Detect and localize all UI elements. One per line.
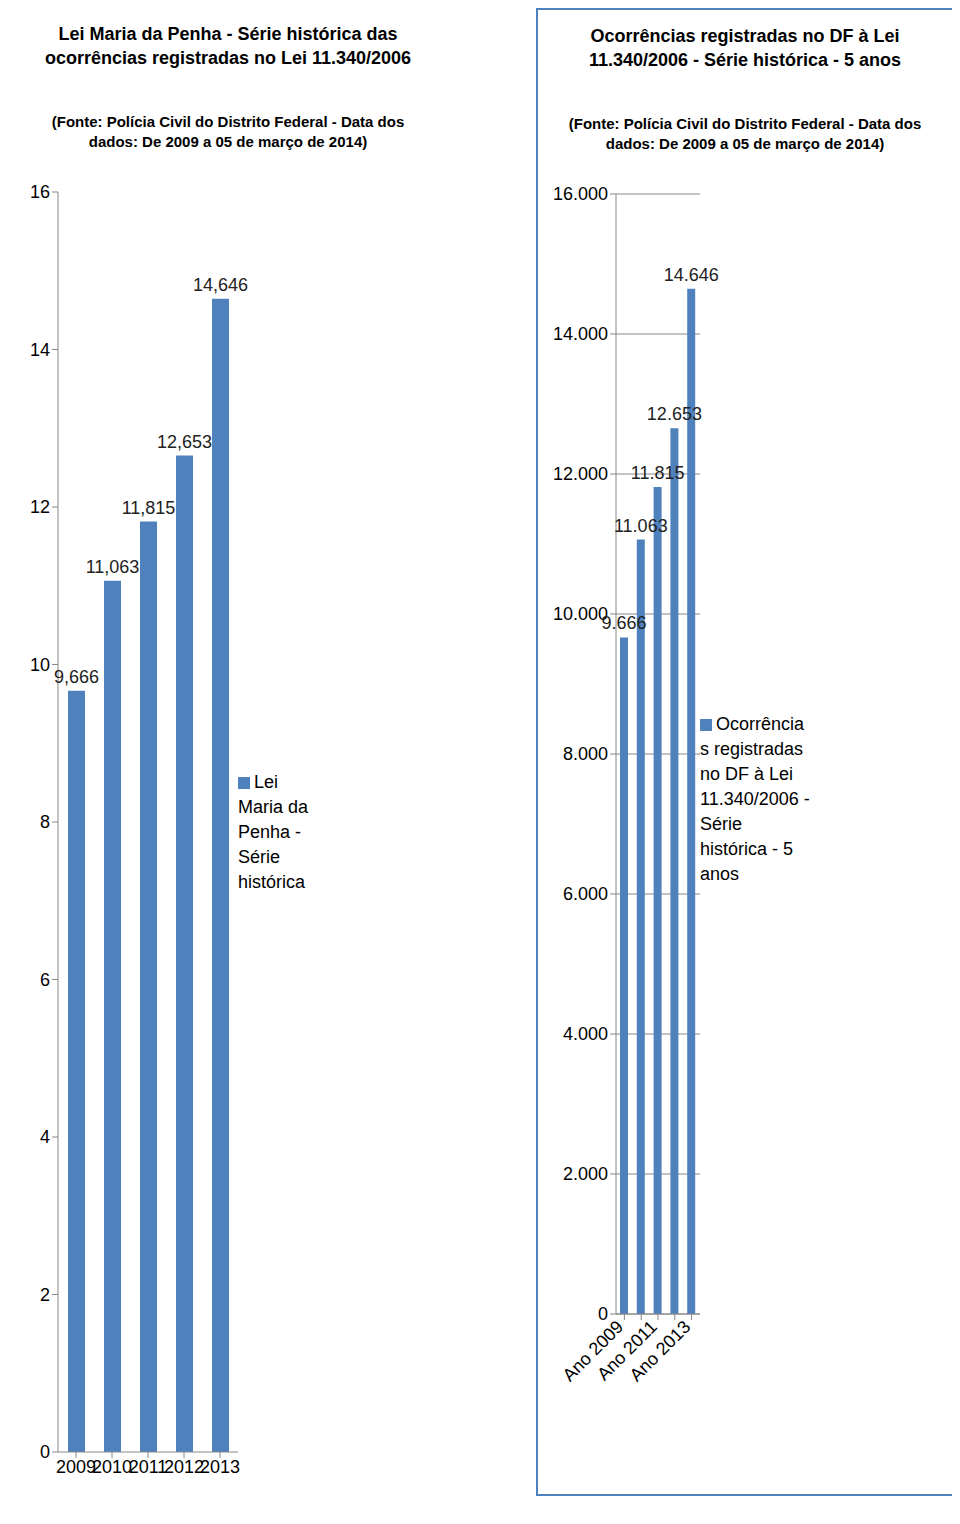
svg-text:0: 0 [40,1442,50,1462]
svg-text:11,815: 11,815 [122,498,176,518]
svg-text:6.000: 6.000 [563,884,608,904]
svg-text:9.666: 9.666 [601,613,646,633]
svg-text:11,063: 11,063 [86,557,140,577]
svg-text:14.000: 14.000 [553,324,608,344]
svg-text:2010: 2010 [92,1457,132,1477]
svg-text:2: 2 [40,1285,50,1305]
svg-text:2011: 2011 [129,1457,168,1477]
svg-text:4.000: 4.000 [563,1024,608,1044]
svg-text:14.646: 14.646 [664,265,719,285]
svg-text:2.000: 2.000 [563,1164,608,1184]
svg-text:2013: 2013 [200,1457,240,1477]
svg-text:10: 10 [30,655,50,675]
svg-text:16: 16 [30,182,50,202]
svg-text:12: 12 [30,497,50,517]
html-text:(Fonte: Polícia Civil do Distr: (Fonte: Polícia Civil do Distrito Federa… [568,115,922,152]
html-text:Lei Maria da Penha - Série his: Lei Maria da Penha - Série histórica das… [44,24,412,68]
svg-text:6: 6 [40,970,50,990]
svg-text:Ano 2013: Ano 2013 [626,1317,695,1386]
svg-text:4: 4 [40,1127,50,1147]
html-text:Lei Maria da Penha - Série his: Lei Maria da Penha - Série histórica [238,771,308,892]
svg-text:14,646: 14,646 [193,275,248,295]
svg-text:9,666: 9,666 [54,667,99,687]
html-text:Ocorrências registradas no DF: Ocorrências registradas no DF à Lei 11.3… [700,713,810,884]
svg-text:12,653: 12,653 [157,432,212,452]
svg-text:11.815: 11.815 [631,463,685,483]
svg-text:11.063: 11.063 [614,516,668,536]
svg-text:Ano 2011: Ano 2011 [593,1316,661,1385]
svg-text:10.000: 10.000 [553,604,608,624]
svg-text:16.000: 16.000 [553,184,608,204]
svg-text:2009: 2009 [56,1457,96,1477]
html-text:Ocorrências registradas no DF: Ocorrências registradas no DF à Lei 11.3… [588,26,902,70]
svg-text:Ano 2009: Ano 2009 [558,1316,628,1386]
svg-text:2012: 2012 [164,1457,204,1477]
svg-text:8: 8 [40,812,50,832]
svg-text:12.653: 12.653 [647,404,702,424]
html-text:(Fonte: Polícia Civil do Distr: (Fonte: Polícia Civil do Distrito Federa… [51,113,405,150]
svg-text:0: 0 [598,1304,608,1324]
svg-text:12.000: 12.000 [553,464,608,484]
svg-text:8.000: 8.000 [563,744,608,764]
svg-text:14: 14 [30,340,50,360]
